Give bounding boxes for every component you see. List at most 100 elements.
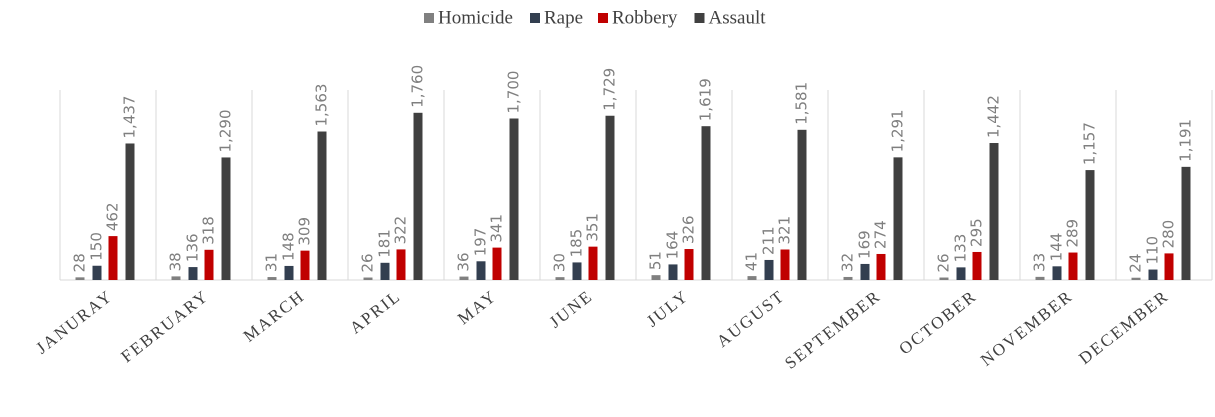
data-label: 36 bbox=[455, 252, 473, 271]
legend-label: Robbery bbox=[612, 7, 678, 28]
data-label: 110 bbox=[1144, 236, 1162, 265]
bar bbox=[125, 143, 135, 280]
data-label: 26 bbox=[359, 253, 377, 272]
bar bbox=[1085, 170, 1095, 280]
data-label: 51 bbox=[647, 251, 665, 270]
bar bbox=[797, 129, 807, 280]
data-label: 1,619 bbox=[697, 78, 715, 121]
data-label: 326 bbox=[680, 215, 698, 244]
bar bbox=[459, 276, 469, 280]
bar bbox=[221, 157, 231, 280]
x-tick-label: JUNE bbox=[546, 286, 597, 331]
data-label: 150 bbox=[88, 232, 106, 261]
bar bbox=[1052, 266, 1062, 280]
data-label: 133 bbox=[952, 234, 970, 263]
legend-swatch bbox=[598, 13, 608, 23]
data-label: 295 bbox=[968, 218, 986, 247]
data-label: 322 bbox=[392, 216, 410, 245]
bar bbox=[1148, 269, 1158, 280]
bar bbox=[876, 253, 886, 280]
data-label: 24 bbox=[1127, 254, 1145, 273]
bar bbox=[1068, 252, 1078, 280]
x-tick-label: AUGUST bbox=[713, 286, 788, 351]
data-label: 148 bbox=[280, 232, 298, 261]
bar bbox=[171, 276, 181, 280]
data-label: 185 bbox=[568, 229, 586, 258]
data-label: 1,581 bbox=[793, 82, 811, 125]
legend-swatch bbox=[530, 13, 540, 23]
bar bbox=[989, 143, 999, 280]
x-tick-label: OCTOBER bbox=[895, 286, 980, 358]
bar bbox=[572, 262, 582, 280]
x-tick-label: MARCH bbox=[240, 286, 309, 346]
data-label: 351 bbox=[584, 213, 602, 242]
data-label: 32 bbox=[839, 253, 857, 272]
data-label: 38 bbox=[167, 252, 185, 271]
data-label: 28 bbox=[71, 253, 89, 272]
bar bbox=[380, 262, 390, 280]
x-tick-label: APRIL bbox=[346, 286, 404, 337]
bar bbox=[588, 246, 598, 280]
bar bbox=[1035, 276, 1045, 280]
bar bbox=[684, 249, 694, 280]
data-label: 181 bbox=[376, 229, 394, 258]
data-label: 1,700 bbox=[505, 71, 523, 114]
data-label: 1,563 bbox=[313, 84, 331, 127]
data-label: 1,291 bbox=[889, 109, 907, 152]
bar bbox=[188, 267, 198, 280]
data-label: 1,437 bbox=[121, 96, 139, 139]
legend-swatch bbox=[694, 13, 705, 23]
legend-label: Rape bbox=[544, 7, 583, 28]
bar bbox=[267, 277, 277, 280]
bar bbox=[396, 249, 406, 280]
bar bbox=[1181, 166, 1191, 280]
bar bbox=[317, 131, 327, 280]
x-tick-label: SEPTEMBER bbox=[781, 286, 884, 373]
data-label: 1,191 bbox=[1177, 119, 1195, 162]
data-label: 26 bbox=[935, 253, 953, 272]
data-label: 341 bbox=[488, 214, 506, 243]
bar bbox=[509, 118, 519, 280]
x-tick-label: JANURAY bbox=[32, 286, 116, 357]
data-label: 197 bbox=[472, 228, 490, 257]
bar bbox=[75, 277, 85, 280]
bar bbox=[204, 249, 214, 280]
bar bbox=[860, 263, 870, 280]
bar bbox=[747, 276, 757, 280]
data-label: 1,729 bbox=[601, 68, 619, 111]
bar bbox=[701, 126, 711, 280]
x-tick-label: JULY bbox=[643, 286, 692, 330]
bar bbox=[413, 112, 423, 280]
bar bbox=[939, 277, 949, 280]
data-label: 144 bbox=[1048, 233, 1066, 262]
data-label: 280 bbox=[1160, 220, 1178, 249]
data-label: 1,760 bbox=[409, 65, 427, 108]
legend: Homicide Rape Robbery Assault bbox=[424, 7, 766, 28]
bar bbox=[300, 250, 310, 280]
legend-label: Assault bbox=[709, 7, 767, 28]
bar bbox=[363, 277, 373, 280]
bar bbox=[108, 236, 118, 280]
data-label: 1,442 bbox=[985, 95, 1003, 138]
bar bbox=[843, 276, 853, 280]
bar bbox=[492, 247, 502, 280]
data-label: 309 bbox=[296, 217, 314, 246]
data-label: 33 bbox=[1031, 253, 1049, 272]
x-tick-label: NOVEMBER bbox=[977, 286, 1076, 370]
data-label: 136 bbox=[184, 233, 202, 262]
data-label: 321 bbox=[776, 216, 794, 245]
data-label: 274 bbox=[872, 220, 890, 249]
bar bbox=[956, 267, 966, 280]
legend-swatch bbox=[424, 13, 434, 23]
data-label: 31 bbox=[263, 253, 281, 272]
data-label: 30 bbox=[551, 253, 569, 272]
data-label: 41 bbox=[743, 252, 761, 271]
x-tick-label: DECEMBER bbox=[1075, 286, 1172, 368]
data-label: 211 bbox=[760, 226, 778, 255]
bar bbox=[780, 249, 790, 280]
x-tick-label: FEBRUARY bbox=[117, 286, 212, 366]
legend-label: Homicide bbox=[438, 7, 513, 28]
bar bbox=[555, 277, 565, 280]
bar bbox=[651, 275, 661, 280]
